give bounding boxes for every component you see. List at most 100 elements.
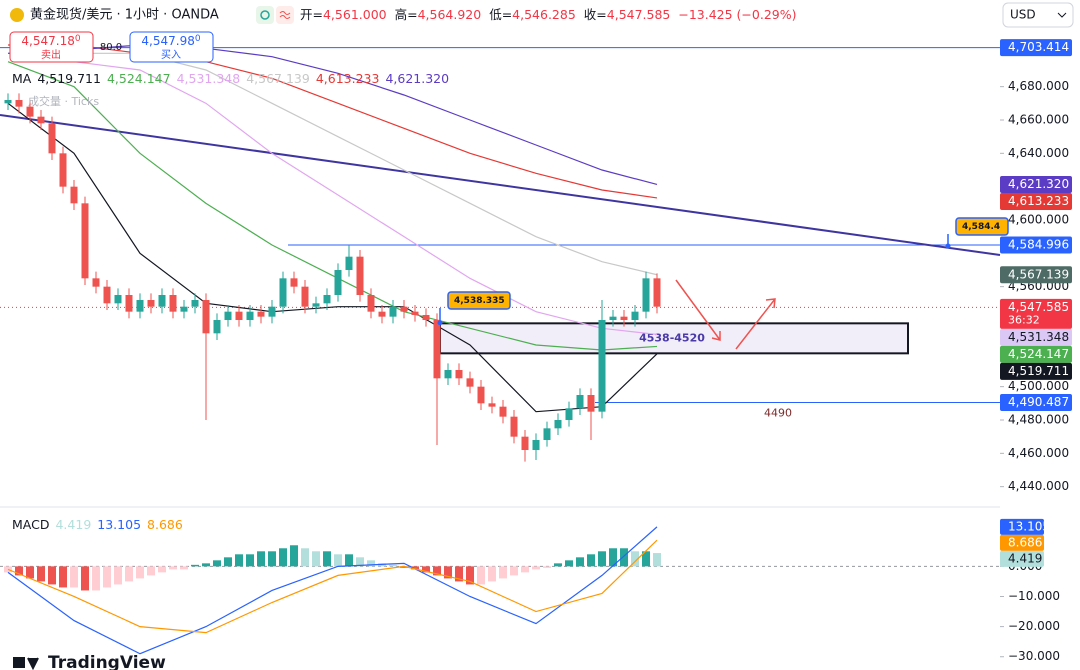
candle-body	[301, 286, 309, 307]
up-arrow	[735, 298, 776, 350]
candle-body	[81, 203, 89, 279]
trendline	[0, 114, 1001, 256]
candle-body	[169, 295, 177, 312]
currency-select[interactable]	[1002, 2, 1074, 28]
down-arrow	[675, 279, 721, 341]
callout-anchor	[945, 243, 951, 249]
callout-box	[447, 291, 511, 310]
candle-body	[587, 395, 595, 412]
macd-y-tick-label: −20.000	[1008, 619, 1060, 633]
macd-bar	[532, 566, 540, 570]
buy-price: 4,547.980	[141, 34, 200, 48]
candle-body	[653, 278, 661, 307]
macd-bar	[180, 566, 188, 570]
macd-bar	[169, 566, 177, 570]
price-tag	[1000, 236, 1072, 254]
compare-toggle[interactable]	[276, 6, 294, 24]
macd-line	[7, 539, 658, 634]
close-label: 收=	[584, 7, 607, 22]
macd-bar	[147, 566, 155, 576]
buy-price-sup: 0	[195, 34, 201, 44]
macd-bar	[543, 566, 551, 568]
macd-bar	[268, 551, 276, 567]
macd-bar	[4, 566, 12, 573]
macd-bar	[433, 566, 441, 576]
macd-bar	[26, 566, 34, 579]
candle-body	[334, 270, 342, 295]
candle-body	[312, 303, 320, 307]
macd-bar	[136, 566, 144, 579]
price-tag-label: 4,703.414	[1008, 40, 1069, 54]
candle-body	[191, 300, 199, 307]
level-note: 4490	[764, 407, 792, 420]
price-tag	[1000, 192, 1072, 210]
macd-bar	[246, 554, 254, 567]
macd-bar	[202, 563, 210, 567]
macd-bar	[290, 545, 298, 567]
macd-tag-label: 4.419	[1008, 551, 1042, 565]
macd-line	[7, 526, 658, 655]
change-value: −13.425 (−0.29%)	[678, 7, 796, 22]
sell-button[interactable]	[9, 31, 94, 63]
candle-body	[554, 420, 562, 429]
zone-box	[439, 322, 909, 355]
price-tag-label: 4,584.996	[1008, 238, 1069, 252]
price-tag-label: 4,567.139	[1008, 267, 1069, 281]
brand-logo	[13, 657, 39, 670]
macd-bar	[158, 566, 166, 573]
macd-bar	[312, 551, 320, 567]
y-tick-label: 4,660.000	[1008, 113, 1069, 127]
candle-body	[609, 316, 617, 320]
candle-body	[202, 300, 210, 334]
macd-y-tick-label: −30.000	[1008, 649, 1060, 663]
price-tag-label: 4,490.487	[1008, 395, 1069, 409]
candle-body	[521, 436, 529, 450]
candle-body	[268, 306, 276, 317]
ma-legend-value: 4,567.139	[246, 71, 310, 86]
buy-label: 买入	[161, 49, 181, 61]
macd-bar	[422, 566, 430, 573]
macd-tag	[1000, 518, 1044, 535]
sell-price: 4,547.180	[21, 34, 80, 48]
candle-body	[455, 370, 463, 379]
macd-bar	[59, 566, 67, 588]
y-tick-label: 4,480.000	[1008, 413, 1069, 427]
macd-bar	[576, 557, 584, 567]
macd-bar	[213, 560, 221, 567]
candle-body	[499, 406, 507, 417]
candle-body	[59, 153, 67, 187]
candle-body	[444, 370, 452, 379]
macd-legend-value: 8.686	[147, 517, 183, 532]
candle-body	[532, 440, 540, 450]
candle-body	[114, 295, 122, 304]
candle-body	[257, 311, 265, 317]
candle-body	[213, 320, 221, 334]
close-value: 4,547.585	[607, 7, 671, 22]
ma-line	[7, 52, 658, 336]
candle-body	[510, 416, 518, 437]
candle-body	[246, 311, 254, 320]
approx-icon	[279, 11, 291, 19]
y-tick-label: 4,640.000	[1008, 146, 1069, 160]
price-tag-label: 4,621.320	[1008, 177, 1069, 191]
price-tag	[1000, 345, 1072, 363]
ma-line	[7, 102, 658, 413]
buy-button[interactable]	[129, 31, 214, 63]
price-tag-countdown: 36:32	[1008, 313, 1040, 326]
callout-label: 4,584.4	[962, 222, 1000, 232]
candle-body	[543, 428, 551, 440]
macd-bar	[81, 566, 89, 591]
ma-line	[8, 52, 658, 276]
visibility-toggle[interactable]	[256, 6, 274, 24]
price-tag	[1000, 328, 1072, 346]
plot-layer: 4,440.000 4,460.000 4,480.000 4,500.000 4,56…	[0, 39, 1072, 663]
callout-label: 4,538.335	[454, 296, 505, 306]
candle-body	[48, 123, 56, 154]
macd-legend-value: 13.105	[97, 517, 141, 532]
candle-body	[136, 300, 144, 312]
price-tag	[1000, 298, 1072, 329]
ma-legend-value: 4,519.711	[37, 71, 101, 86]
candle-body	[477, 386, 485, 404]
high-value: 4,564.920	[418, 7, 482, 22]
candle-body	[4, 100, 12, 104]
